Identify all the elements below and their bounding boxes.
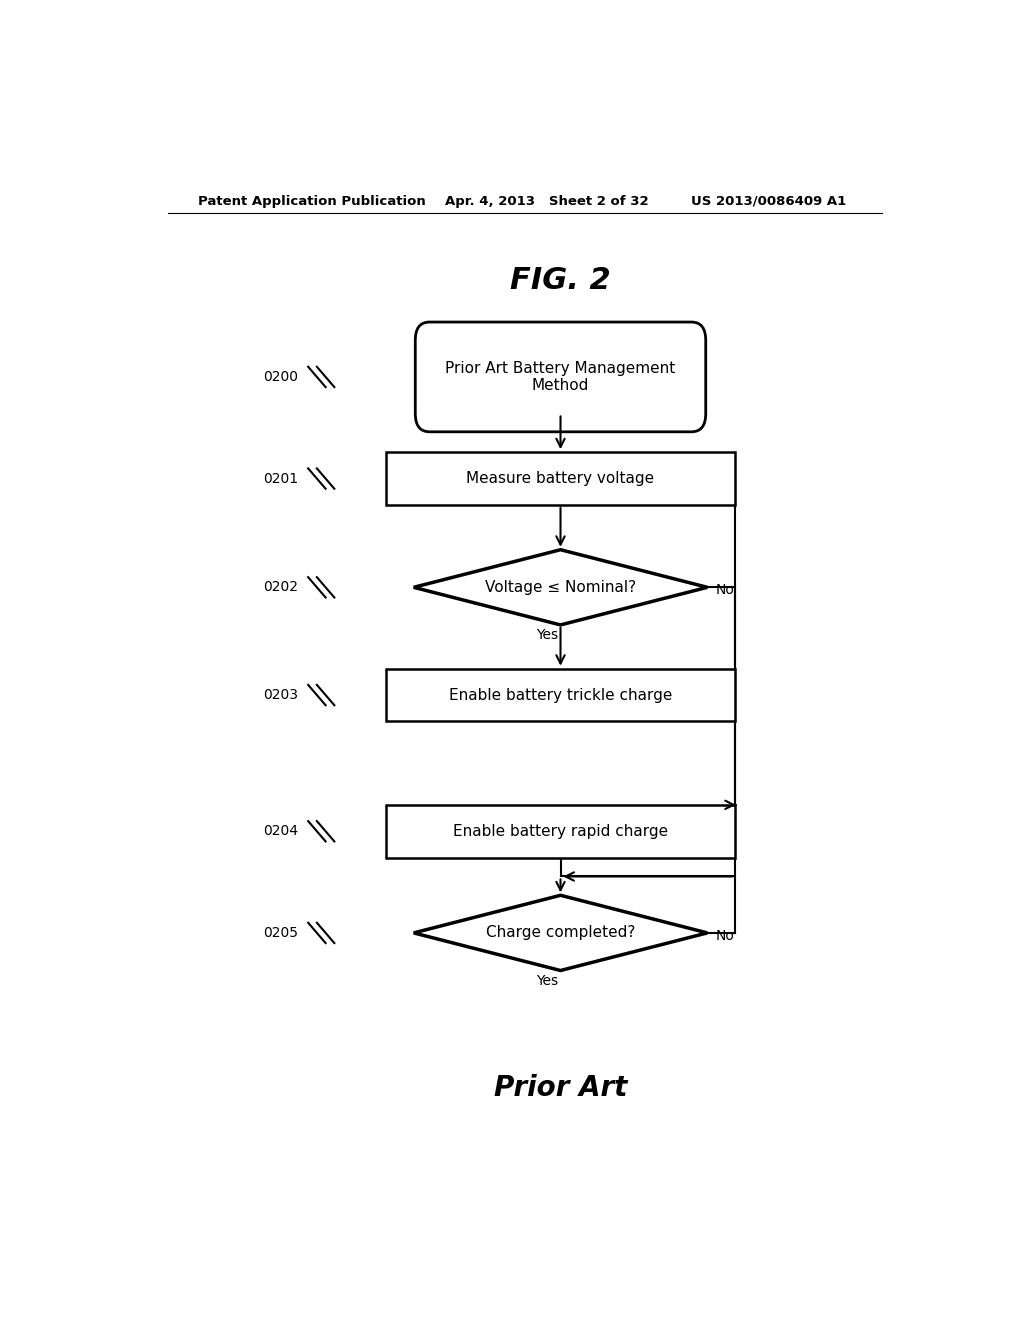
- Text: US 2013/0086409 A1: US 2013/0086409 A1: [691, 194, 847, 207]
- Text: Yes: Yes: [536, 628, 558, 642]
- Text: 0203: 0203: [263, 688, 299, 702]
- Text: Enable battery trickle charge: Enable battery trickle charge: [449, 688, 672, 702]
- Text: Prior Art: Prior Art: [494, 1074, 627, 1102]
- Text: 0200: 0200: [263, 370, 299, 384]
- Text: No: No: [715, 929, 734, 942]
- Text: FIG. 2: FIG. 2: [510, 265, 611, 294]
- Bar: [386, 669, 735, 722]
- Bar: [386, 805, 735, 858]
- Text: Apr. 4, 2013   Sheet 2 of 32: Apr. 4, 2013 Sheet 2 of 32: [445, 194, 649, 207]
- Polygon shape: [414, 549, 708, 624]
- Text: 0204: 0204: [263, 824, 299, 838]
- Text: 0201: 0201: [263, 471, 299, 486]
- Text: Measure battery voltage: Measure battery voltage: [467, 471, 654, 486]
- Text: 0205: 0205: [263, 925, 299, 940]
- Text: Prior Art Battery Management
Method: Prior Art Battery Management Method: [445, 360, 676, 393]
- Bar: [386, 453, 735, 506]
- Text: Enable battery rapid charge: Enable battery rapid charge: [453, 824, 668, 838]
- Text: Yes: Yes: [536, 974, 558, 987]
- Text: Patent Application Publication: Patent Application Publication: [198, 194, 426, 207]
- Text: Voltage ≤ Nominal?: Voltage ≤ Nominal?: [485, 579, 636, 595]
- Polygon shape: [414, 895, 708, 970]
- FancyBboxPatch shape: [416, 322, 706, 432]
- Text: Charge completed?: Charge completed?: [485, 925, 635, 940]
- Text: 0202: 0202: [263, 581, 299, 594]
- Text: No: No: [715, 583, 734, 598]
